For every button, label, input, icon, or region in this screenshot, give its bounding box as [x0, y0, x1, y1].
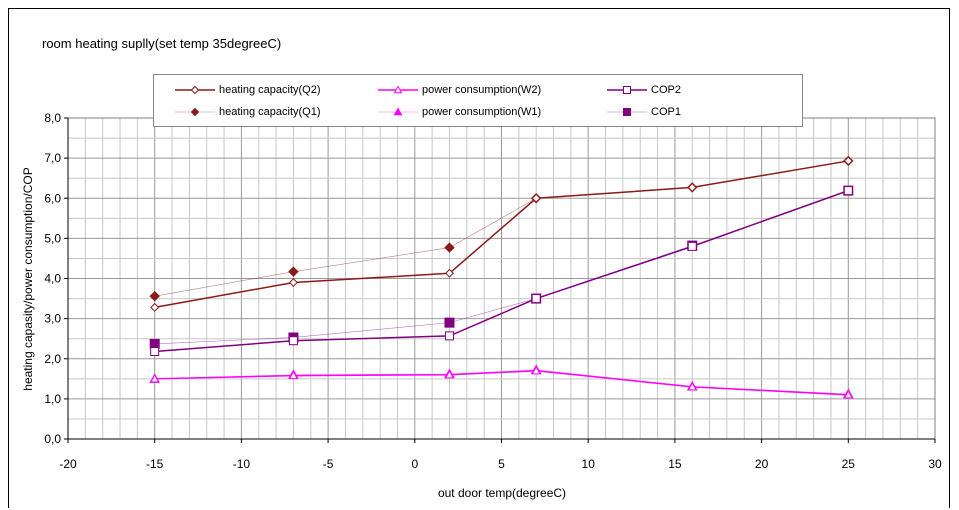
y-tick-label: 4,0 — [44, 272, 61, 286]
legend-marker — [190, 107, 200, 117]
x-tick-label: 25 — [842, 457, 856, 471]
data-point — [149, 290, 160, 302]
data-point — [531, 193, 541, 203]
legend-label-q1: heating capacity(Q1) — [219, 106, 321, 118]
legend-swatch-w2 — [378, 85, 418, 94]
legend-item-q2: heating capacity(Q2) — [174, 82, 321, 98]
data-point — [288, 370, 299, 380]
series-heating-capacity-q2- — [150, 156, 853, 312]
data-point — [288, 278, 298, 288]
data-point — [288, 336, 298, 346]
legend-swatch-cop2 — [607, 86, 647, 94]
y-tick-label: 5,0 — [44, 231, 61, 245]
legend-item-cop2: COP2 — [606, 82, 681, 98]
data-point — [444, 242, 455, 253]
legend-label-w1: power consumption(W1) — [422, 106, 542, 118]
series-line — [154, 370, 849, 396]
legend-marker — [190, 85, 200, 95]
x-tick-label: 0 — [411, 457, 418, 471]
data-point — [444, 369, 455, 379]
x-tick-label: 30 — [928, 457, 942, 471]
legend-marker — [393, 107, 403, 116]
y-axis-label: heating capasity/power consumption/COP — [21, 167, 35, 391]
legend-swatch-q2 — [175, 85, 215, 95]
legend-marker — [623, 108, 631, 116]
legend-item-w2: power consumption(W2) — [377, 82, 541, 98]
legend-label-w2: power consumption(W2) — [422, 84, 542, 96]
y-tick-label: 1,0 — [44, 392, 61, 406]
data-point — [687, 241, 697, 251]
grid — [68, 118, 935, 439]
y-tick-label: 8,0 — [44, 111, 61, 125]
legend-item-q1: heating capacity(Q1) — [174, 104, 321, 120]
x-tick-label: 10 — [582, 457, 596, 471]
data-point — [444, 331, 454, 341]
data-point — [444, 317, 455, 328]
x-tick-label: 15 — [668, 457, 682, 471]
x-tick-label: -5 — [323, 457, 334, 471]
series-line — [154, 160, 849, 309]
legend-swatch-w1 — [378, 107, 418, 116]
legend-label-q2: heating capacity(Q2) — [219, 84, 321, 96]
x-axis-label: out door temp(degreeC) — [437, 486, 567, 500]
x-tick-label: 5 — [498, 457, 505, 471]
series-cop2 — [150, 186, 853, 357]
legend-label-cop1: COP1 — [651, 106, 681, 118]
x-tick-label: 20 — [755, 457, 769, 471]
legend-swatch-cop1 — [607, 108, 647, 116]
y-tick-label: 6,0 — [44, 191, 61, 205]
data-point — [150, 373, 160, 383]
data-point — [687, 182, 697, 192]
x-tick-label: -10 — [233, 457, 251, 471]
series-power-consumption-w2- — [150, 365, 853, 399]
y-tick-label: 7,0 — [44, 151, 61, 165]
data-point — [531, 365, 541, 375]
data-point — [843, 156, 853, 166]
legend-item-w1: power consumption(W1) — [377, 104, 541, 120]
chart-legend: heating capacity(Q2) power consumption(W… — [153, 74, 803, 127]
data-point — [843, 390, 853, 399]
data-point — [288, 266, 299, 277]
legend-marker — [393, 85, 403, 94]
data-point — [531, 294, 541, 304]
data-point — [150, 302, 160, 312]
x-tick-label: -15 — [146, 457, 164, 471]
legend-item-cop1: COP1 — [606, 104, 681, 120]
y-tick-label: 0,0 — [44, 432, 61, 446]
legend-marker — [623, 86, 631, 94]
legend-label-cop2: COP2 — [651, 84, 681, 96]
y-tick-label: 2,0 — [44, 352, 61, 366]
chart-title: room heating suplly(set temp 35degreeC) — [42, 36, 282, 51]
data-point — [150, 347, 160, 357]
data-point — [687, 382, 697, 391]
data-point — [444, 268, 454, 278]
data-point — [843, 186, 853, 196]
y-tick-label: 3,0 — [44, 312, 61, 326]
legend-swatch-q1 — [175, 107, 215, 117]
series-line — [154, 189, 849, 353]
x-tick-label: -20 — [59, 457, 77, 471]
